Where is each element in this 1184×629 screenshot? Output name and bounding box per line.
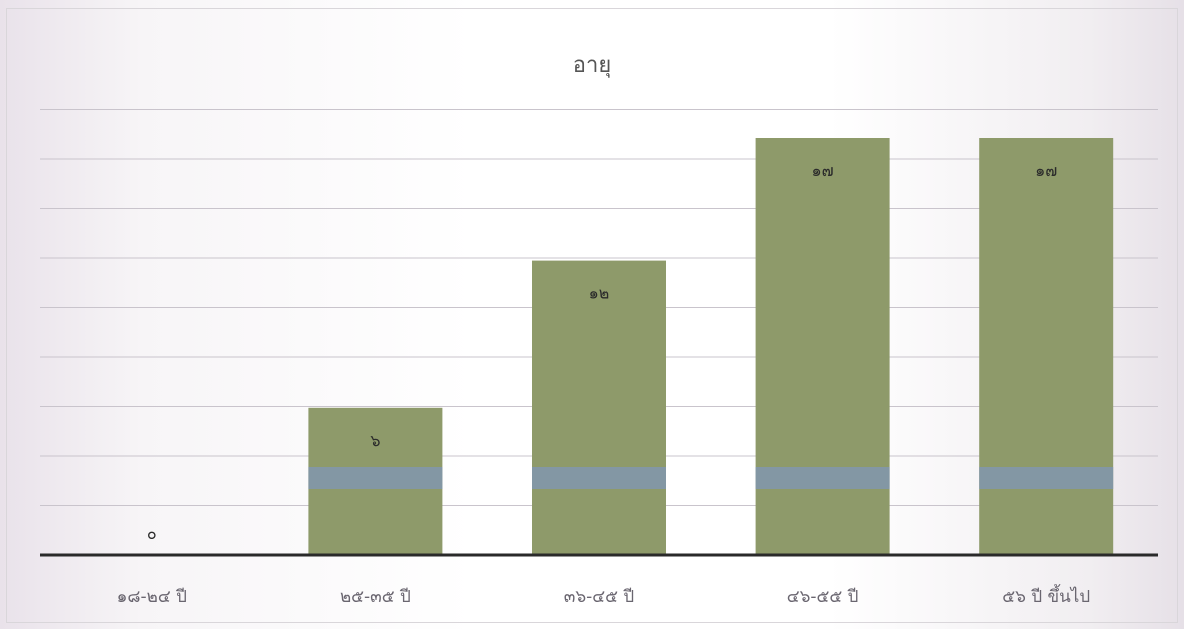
bar-band-3 [755, 467, 890, 489]
bar-4 [979, 138, 1114, 555]
x-tick-label-4: ๕๖ ปี ขึ้นไป [1002, 584, 1090, 607]
data-label-2: ๑๒ [589, 284, 610, 303]
data-label-1: ๖ [370, 431, 380, 450]
bar-band-2 [532, 467, 666, 489]
x-tick-label-3: ๔๖-๕๕ ปี [787, 587, 859, 607]
data-label-4: ๑๗ [1035, 161, 1057, 180]
bar-band-1 [308, 467, 443, 489]
bars [308, 138, 1114, 555]
x-tick-label-2: ๓๖-๔๕ ปี [564, 587, 634, 607]
bar-3 [755, 138, 890, 555]
chart-title: อายุ [573, 53, 611, 78]
data-label-0: ๐ [147, 524, 157, 543]
chart-border [6, 8, 1178, 623]
x-tick-label-1: ๒๕-๓๕ ปี [340, 587, 411, 607]
gridlines [40, 109, 1158, 506]
bar-band-4 [979, 467, 1114, 489]
x-tick-label-0: ๑๘-๒๔ ปี [117, 587, 187, 607]
bar-2 [532, 260, 666, 555]
data-label-3: ๑๗ [812, 161, 834, 180]
